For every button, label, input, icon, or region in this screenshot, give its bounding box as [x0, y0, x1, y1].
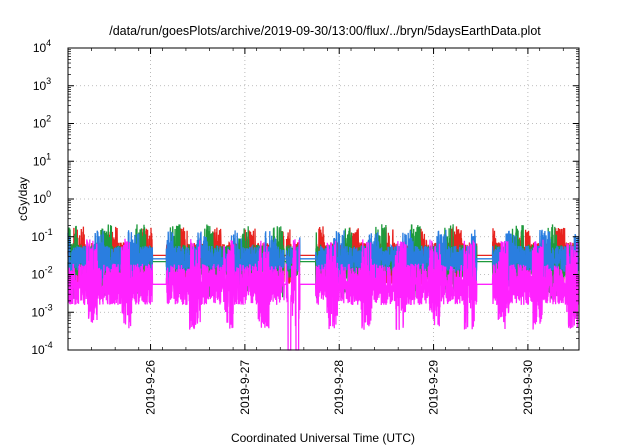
x-axis-label: Coordinated Universal Time (UTC)	[231, 431, 415, 445]
y-tick-label: 100	[33, 189, 51, 206]
y-tick-label: 10-2	[31, 265, 52, 282]
y-tick-label: 104	[33, 38, 51, 55]
y-tick-label: 103	[33, 76, 51, 93]
x-tick-label: 2019-9-26	[144, 360, 158, 415]
x-tick-label: 2019-9-30	[521, 360, 535, 415]
y-tick-label: 10-4	[31, 340, 52, 357]
y-axis: 10-4 10-3 10-2 10-1 100 101 102 103 104	[31, 38, 579, 357]
y-tick-label: 10-1	[31, 227, 52, 244]
y-axis-label: cGy/day	[16, 177, 30, 221]
chart-title: /data/run/goesPlots/archive/2019-09-30/1…	[109, 24, 541, 38]
x-tick-label: 2019-9-29	[427, 360, 441, 415]
y-tick-label: 102	[33, 114, 51, 131]
x-tick-label: 2019-9-28	[332, 360, 346, 415]
y-tick-label: 10-3	[31, 302, 52, 319]
x-tick-label: 2019-9-27	[238, 360, 252, 415]
series-line	[67, 238, 580, 351]
series-group	[67, 224, 580, 351]
x-axis: 2019-9-26 2019-9-27 2019-9-28 2019-9-29 2019…	[67, 48, 564, 415]
y-tick-label: 101	[33, 151, 51, 168]
